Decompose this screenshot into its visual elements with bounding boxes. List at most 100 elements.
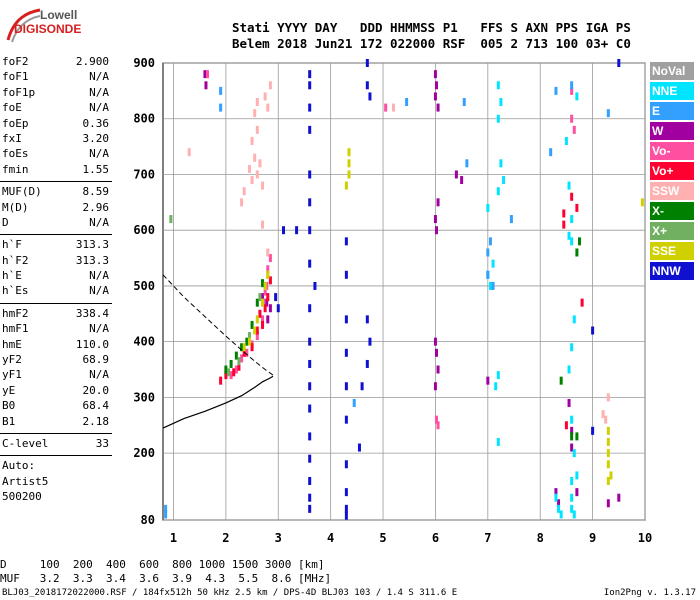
echo-point-ssw	[187, 148, 191, 157]
x-tick-label: 1	[170, 531, 177, 545]
echo-point-nnw	[308, 382, 312, 391]
echo-point-vo-	[265, 281, 269, 290]
echo-point-sse	[640, 198, 644, 207]
echo-point-vo-	[234, 365, 238, 374]
echo-point-ssw	[242, 187, 246, 196]
echo-point-e	[465, 159, 469, 168]
true-height-profile	[162, 375, 274, 429]
echo-point-w	[567, 398, 571, 407]
echo-point-w	[570, 443, 574, 452]
echo-point-nnw	[308, 359, 312, 368]
echo-point-x-	[169, 215, 173, 224]
echo-point-x-	[255, 298, 259, 307]
param-name: h`F	[2, 238, 22, 252]
echo-point-vo-	[580, 298, 584, 307]
echo-point-w	[433, 92, 437, 101]
param-name: hmF2	[2, 306, 29, 320]
echo-point-x-	[570, 432, 574, 441]
param-name: B0	[2, 399, 16, 413]
echo-point-vo-	[255, 332, 259, 341]
echo-point-vo-	[562, 220, 566, 229]
legend-item-x-: X-	[650, 202, 694, 220]
echo-point-e	[509, 215, 513, 224]
echo-point-nne	[499, 159, 503, 168]
echo-point-nnw	[344, 504, 348, 513]
y-tick-label: 700	[133, 167, 155, 181]
param-row: foE N/A	[0, 101, 112, 116]
param-row: yE 20.0	[0, 384, 112, 399]
echo-point-vo-	[263, 287, 267, 296]
param-row: MUF(D) 8.59	[0, 185, 112, 200]
echo-point-vo-	[224, 371, 228, 380]
y-tick-label: 80	[141, 513, 155, 527]
param-row: M(D) 2.96	[0, 201, 112, 216]
echo-point-vo-	[255, 326, 259, 335]
param-name: D	[2, 215, 9, 229]
param-divider	[0, 455, 112, 457]
echo-point-ssw	[392, 103, 396, 112]
echo-point-nne	[570, 215, 574, 224]
echo-point-ssw	[604, 415, 608, 424]
param-row: h`F2 313.3	[0, 254, 112, 269]
echo-point-nnw	[344, 348, 348, 357]
echo-point-vo-	[245, 348, 249, 357]
echo-point-nne	[570, 504, 574, 513]
echo-point-nnw	[308, 103, 312, 112]
param-divider	[0, 234, 112, 236]
echo-point-nnw	[365, 81, 369, 90]
param-value: 2.18	[82, 414, 110, 428]
param-row: C-level 33	[0, 437, 112, 452]
station-header: Stati YYYY DAY DDD HHMMSS P1 FFS S AXN P…	[232, 20, 631, 52]
echo-point-sse	[347, 170, 351, 179]
param-divider	[0, 432, 112, 434]
echo-point-e	[219, 86, 223, 95]
echo-point-ssw	[255, 125, 259, 134]
echo-point-w	[436, 103, 440, 112]
echo-point-x-	[575, 248, 579, 257]
echo-point-ssw	[247, 164, 251, 173]
echo-point-w	[204, 81, 208, 90]
y-tick-label: 300	[133, 390, 155, 404]
y-tick-label: 500	[133, 279, 155, 293]
echo-point-nne	[564, 137, 568, 146]
echo-point-sse	[255, 315, 259, 324]
header-values: Belem 2018 Jun21 172 022000 RSF 005 2 71…	[232, 36, 631, 51]
echo-point-nne	[575, 92, 579, 101]
param-value: 33	[95, 436, 109, 450]
header-columns: Stati YYYY DAY DDD HHMMSS P1 FFS S AXN P…	[232, 20, 631, 35]
param-name: hmF1	[2, 322, 29, 336]
echo-point-nnw	[368, 92, 372, 101]
logo-swoosh-icon	[6, 8, 41, 43]
echo-point-w	[434, 348, 438, 357]
echo-point-w	[460, 176, 464, 185]
echo-point-sse	[606, 426, 610, 435]
echo-point-nnw	[308, 504, 312, 513]
legend-item-nne: NNE	[650, 82, 694, 100]
echo-point-nne	[570, 415, 574, 424]
echo-point-w	[436, 198, 440, 207]
echo-point-w	[203, 70, 207, 79]
param-name: h`F2	[2, 253, 29, 267]
echo-point-vo-	[263, 304, 267, 313]
echo-point-vo-	[572, 125, 576, 134]
echo-point-x-	[575, 432, 579, 441]
echo-point-nnw	[276, 304, 280, 313]
echo-point-nnw	[295, 226, 299, 235]
param-value: N/A	[89, 269, 109, 283]
param-value: N/A	[89, 147, 109, 161]
echo-point-ssw	[253, 153, 257, 162]
echo-point-nnw	[308, 81, 312, 90]
echo-point-x-	[578, 237, 582, 246]
echo-point-nne	[570, 343, 574, 352]
echo-point-w	[454, 170, 458, 179]
param-row: hmF2 338.4	[0, 307, 112, 322]
echo-point-vo-	[240, 354, 244, 363]
echo-point-nne	[572, 449, 576, 458]
echo-point-nnw	[274, 293, 278, 302]
echo-point-nnw	[308, 432, 312, 441]
param-row: fmin 1.55	[0, 163, 112, 178]
echo-point-w	[575, 488, 579, 497]
echo-point-sse	[263, 281, 267, 290]
version-info: Ion2Png v. 1.3.17	[603, 588, 696, 598]
x-tick-label: 4	[327, 531, 334, 545]
